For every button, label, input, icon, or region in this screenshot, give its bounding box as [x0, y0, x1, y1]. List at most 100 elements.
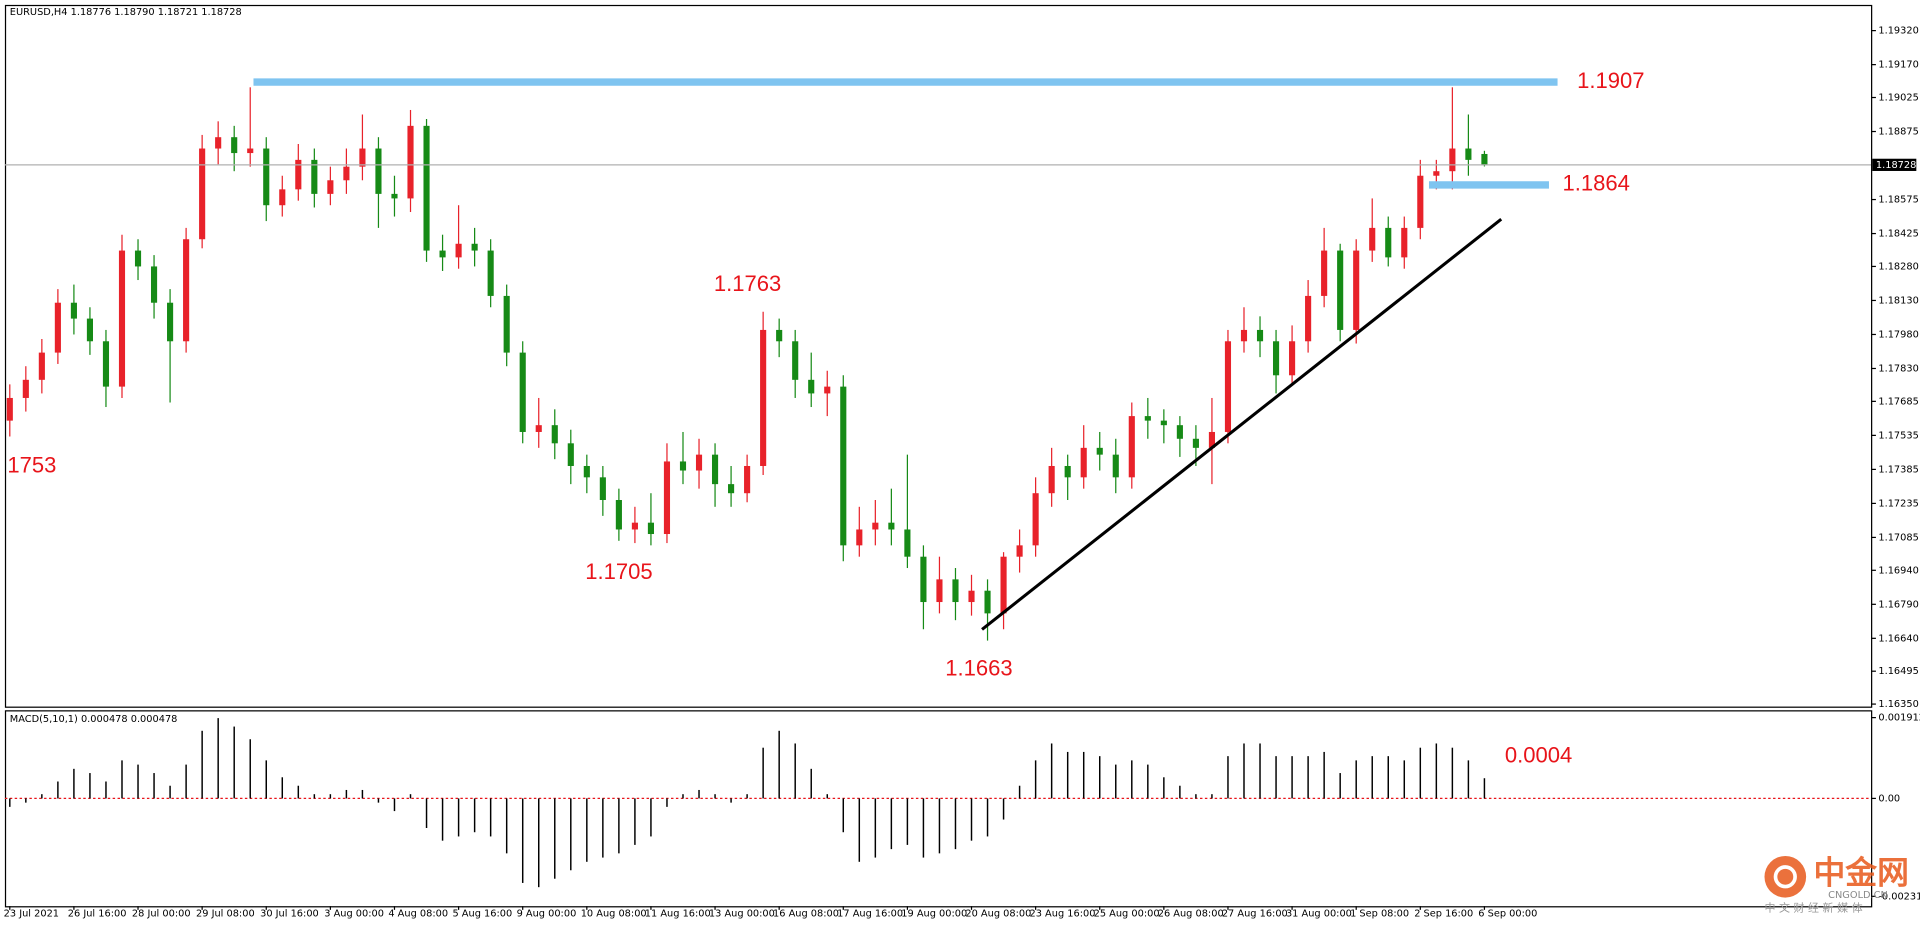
x-tick-label: 13 Aug 00:00 [709, 909, 775, 920]
candle-body [167, 302, 174, 342]
candle-body [423, 125, 430, 251]
candle-body [487, 250, 494, 296]
candle-body [808, 379, 815, 394]
candle-body [968, 590, 975, 603]
candle-body [311, 159, 318, 194]
candle-body [38, 352, 45, 380]
candle-body [1369, 227, 1376, 251]
candle-body [1224, 341, 1232, 432]
candle-body [1192, 438, 1199, 448]
candle-body [54, 302, 61, 353]
y-tick-label: 1.17685 [1878, 396, 1918, 407]
y-tick-label: 1.17385 [1878, 464, 1918, 475]
candle-body [295, 159, 302, 190]
candle-body [615, 500, 622, 530]
y-tick-label: 1.18130 [1878, 295, 1918, 306]
candle-body [86, 318, 93, 342]
candle-body [1256, 329, 1264, 342]
candle-body [1465, 148, 1472, 160]
candle-body [904, 529, 911, 557]
watermark-icon [1764, 855, 1807, 898]
candle-body [599, 477, 606, 501]
candle-body [215, 137, 222, 149]
x-tick-label: 20 Aug 08:00 [965, 909, 1031, 920]
candle-body [1385, 227, 1392, 258]
x-tick-label: 2 Sep 16:00 [1414, 909, 1473, 920]
candle-body [1417, 175, 1424, 228]
y-tick-label: 1.18425 [1878, 229, 1918, 240]
watermark-icon [1773, 865, 1797, 889]
x-tick-label: 16 Aug 08:00 [773, 909, 839, 920]
x-tick-label: 4 Aug 08:00 [388, 909, 448, 920]
candle-body [824, 386, 831, 394]
x-tick-label: 31 Aug 00:00 [1286, 909, 1352, 920]
y-tick-label: 1.18280 [1878, 261, 1918, 272]
candle-body [920, 556, 927, 603]
annotation: 1.1907 [1577, 68, 1644, 93]
y-tick-label: 1.18875 [1878, 127, 1918, 138]
watermark-logo: 中金网 [1813, 853, 1908, 891]
candle-body [118, 250, 126, 387]
candle-body [519, 352, 526, 432]
annotation: 1.1864 [1562, 171, 1629, 196]
candle-body [231, 137, 238, 154]
annotation: 1.1763 [714, 271, 781, 296]
y-tick-label: 1.19170 [1878, 60, 1918, 71]
candle-body [407, 125, 414, 199]
y-tick-label: 1.16350 [1878, 699, 1918, 710]
candle-body [1064, 465, 1071, 478]
current-price-box [1872, 158, 1917, 171]
candle-body [1481, 153, 1488, 165]
candle-body [1337, 250, 1344, 330]
candle-body [1112, 454, 1119, 478]
candle-body [888, 522, 895, 530]
candle-body [1144, 416, 1151, 421]
candle-body [776, 329, 783, 342]
candle-body [1176, 425, 1183, 439]
y-tick-label: 0.00 [1878, 793, 1900, 804]
price-panel [4, 4, 1873, 708]
candle-body [695, 454, 703, 471]
x-tick-label: 9 Aug 00:00 [517, 909, 577, 920]
candle-body [359, 148, 366, 167]
candle-body [327, 180, 334, 194]
candle-body [792, 341, 799, 380]
x-tick-label: 17 Aug 16:00 [837, 909, 903, 920]
candle-body [1000, 556, 1007, 614]
symbol-header: EURUSD,H4 1.18776 1.18790 1.18721 1.1872… [10, 7, 242, 18]
candle-body [647, 522, 654, 535]
x-tick-label: 10 Aug 08:00 [581, 909, 647, 920]
candle-body [1305, 295, 1312, 342]
candle-body [567, 443, 574, 466]
x-tick-label: 26 Aug 08:00 [1158, 909, 1224, 920]
candle-body [22, 379, 29, 398]
candle-body [199, 148, 206, 240]
y-tick-label: 1.16640 [1878, 633, 1918, 644]
candle-body [856, 529, 863, 546]
candle-body [263, 148, 270, 206]
annotation: 0.0004 [1505, 743, 1572, 768]
x-tick-label: 19 Aug 00:00 [901, 909, 967, 920]
x-tick-label: 29 Jul 08:00 [196, 909, 255, 920]
candle-body [134, 250, 142, 267]
x-tick-label: 6 Sep 00:00 [1478, 909, 1537, 920]
y-tick-label: 1.16940 [1878, 565, 1918, 576]
candle-body [744, 465, 751, 494]
candle-body [1128, 416, 1135, 478]
macd-panel [4, 710, 1873, 908]
candle-body [984, 590, 991, 614]
candle-body [760, 329, 767, 466]
candle-body [471, 243, 478, 251]
candle-body [936, 579, 943, 603]
candle-body [70, 302, 77, 319]
candle-body [840, 386, 847, 546]
x-tick-label: 1 Sep 08:00 [1350, 909, 1409, 920]
y-tick-label: 1.17535 [1878, 430, 1918, 441]
candle-body [247, 148, 254, 154]
candle-body [535, 425, 542, 432]
candle-body [952, 579, 959, 603]
candle-body [1353, 250, 1360, 330]
candle-body [1240, 329, 1248, 342]
candle-body [1289, 341, 1296, 376]
candle-body [102, 341, 110, 387]
